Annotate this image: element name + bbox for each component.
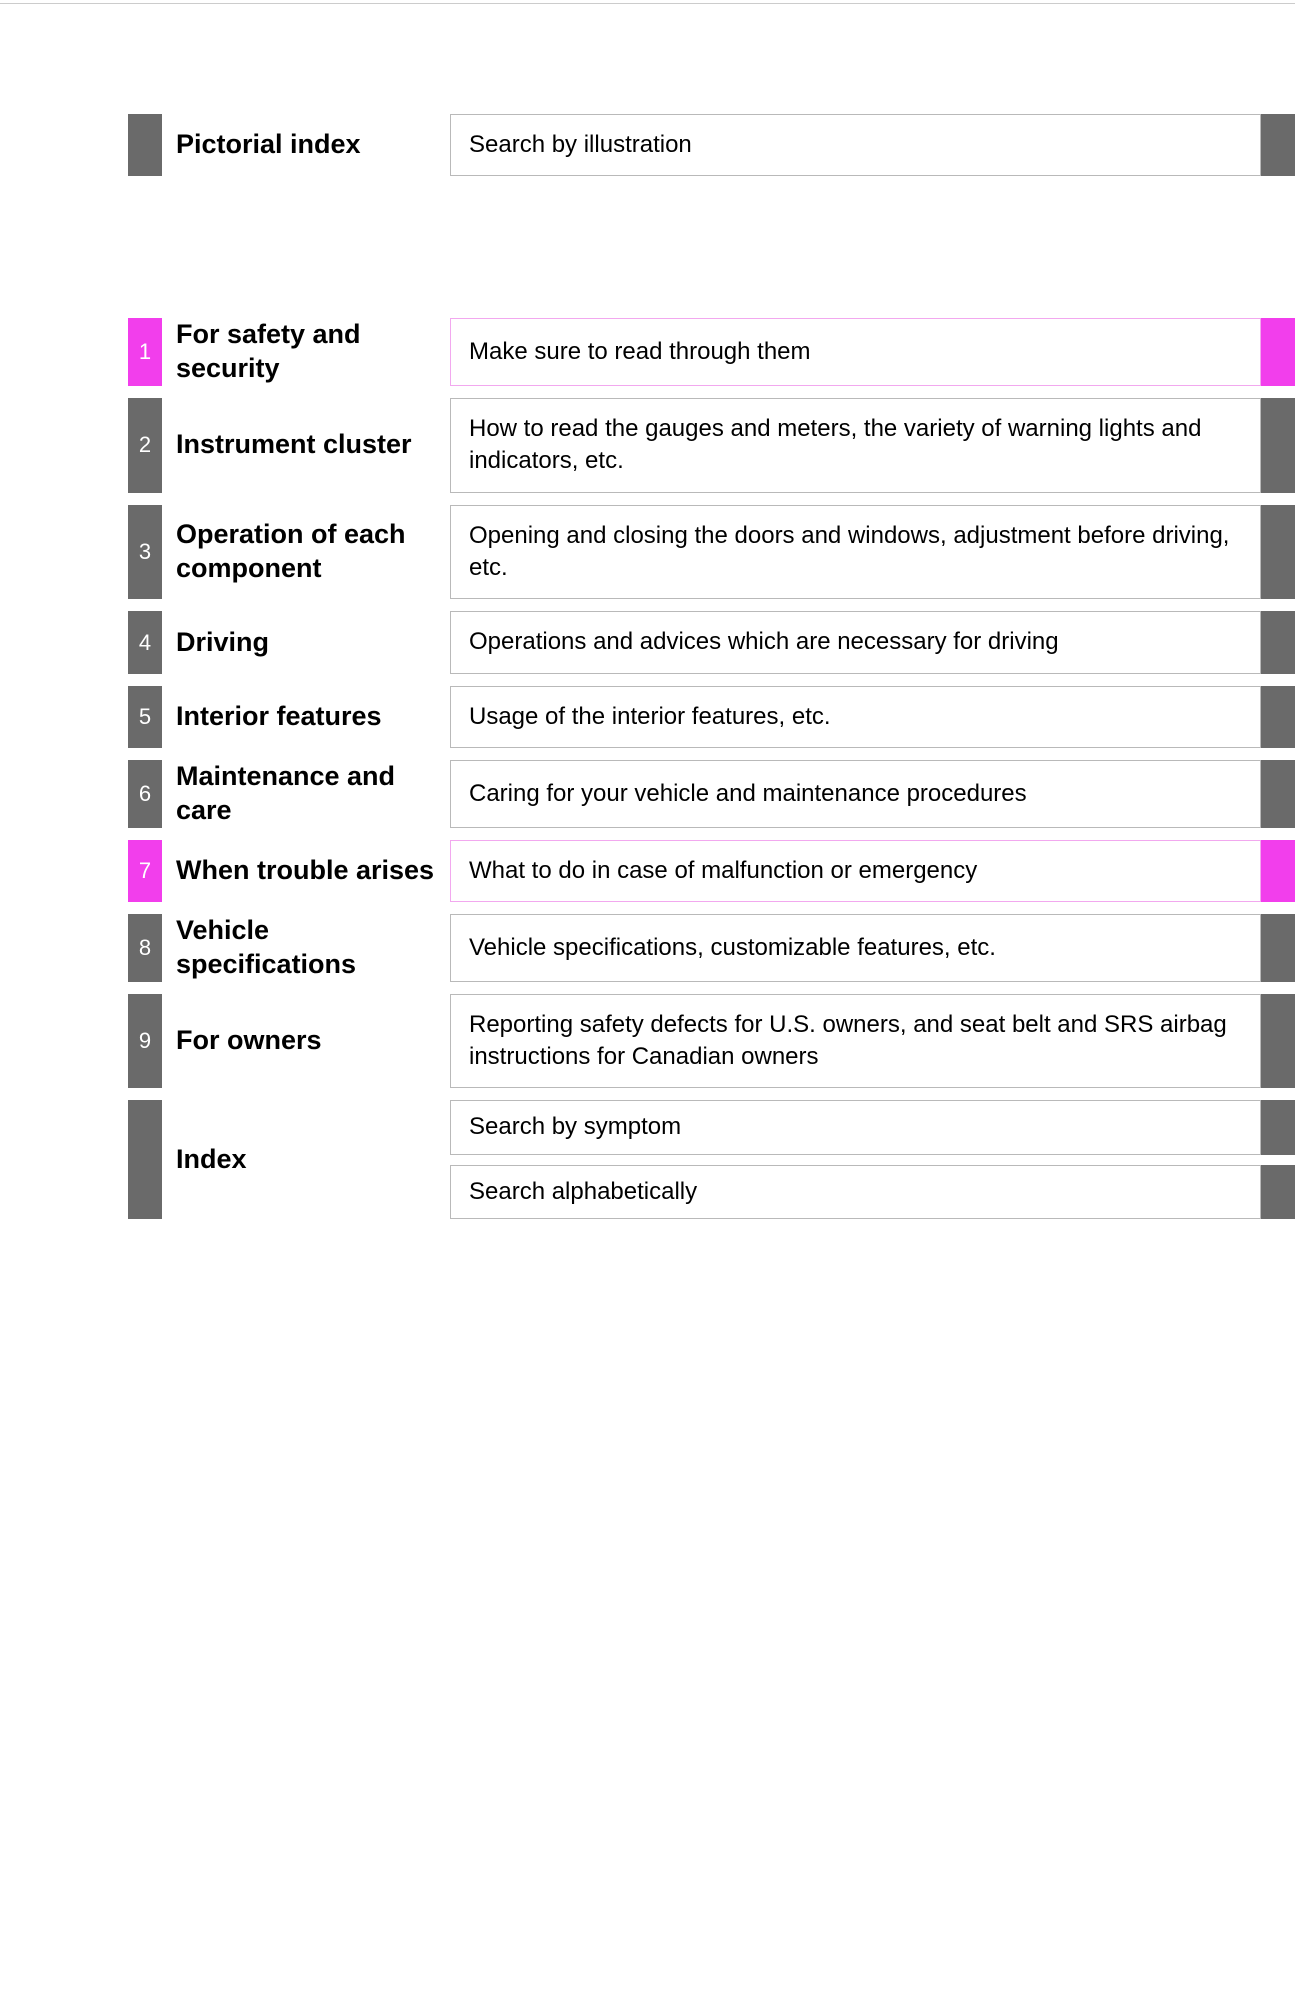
index-item-symptom[interactable]: Search by symptom bbox=[450, 1100, 1261, 1154]
chapter-number-tab: 9 bbox=[128, 994, 162, 1089]
chapter-row[interactable]: 2Instrument clusterHow to read the gauge… bbox=[128, 398, 1295, 493]
chapter-description: Reporting safety defects for U.S. owners… bbox=[450, 994, 1261, 1089]
index-stack: Search by symptom Search alphabetically bbox=[450, 1100, 1295, 1219]
chapters-list: 1For safety and securityMake sure to rea… bbox=[128, 318, 1295, 1088]
chapter-right-tab bbox=[1261, 760, 1295, 828]
chapter-title: Interior features bbox=[162, 686, 450, 748]
chapter-description: Operations and advices which are necessa… bbox=[450, 611, 1261, 673]
chapter-title: Vehicle specifications bbox=[162, 914, 450, 982]
chapter-right-tab bbox=[1261, 840, 1295, 902]
chapter-row[interactable]: 6Maintenance and careCaring for your veh… bbox=[128, 760, 1295, 828]
pictorial-right-tab bbox=[1261, 114, 1295, 176]
chapter-description: Make sure to read through them bbox=[450, 318, 1261, 386]
chapter-description: Usage of the interior features, etc. bbox=[450, 686, 1261, 748]
chapter-row[interactable]: 8Vehicle specificationsVehicle specifica… bbox=[128, 914, 1295, 982]
chapter-row[interactable]: 7When trouble arisesWhat to do in case o… bbox=[128, 840, 1295, 902]
chapter-description: Opening and closing the doors and window… bbox=[450, 505, 1261, 600]
chapter-number-tab: 5 bbox=[128, 686, 162, 748]
chapter-title: Operation of each component bbox=[162, 505, 450, 600]
toc-content: Pictorial index Search by illustration 1… bbox=[0, 4, 1295, 1219]
chapter-number-tab: 3 bbox=[128, 505, 162, 600]
chapter-right-tab bbox=[1261, 686, 1295, 748]
index-item-alpha[interactable]: Search alphabetically bbox=[450, 1165, 1261, 1219]
chapter-row[interactable]: 1For safety and securityMake sure to rea… bbox=[128, 318, 1295, 386]
chapter-title: When trouble arises bbox=[162, 840, 450, 902]
index-row[interactable]: Index Search by symptom Search alphabeti… bbox=[128, 1100, 1295, 1219]
pictorial-title: Pictorial index bbox=[162, 114, 450, 176]
pictorial-desc: Search by illustration bbox=[450, 114, 1261, 176]
chapter-title: Instrument cluster bbox=[162, 398, 450, 493]
chapter-title: Driving bbox=[162, 611, 450, 673]
chapter-number-tab: 1 bbox=[128, 318, 162, 386]
pictorial-tab bbox=[128, 114, 162, 176]
chapter-title: For owners bbox=[162, 994, 450, 1089]
chapter-row[interactable]: 9For ownersReporting safety defects for … bbox=[128, 994, 1295, 1089]
chapter-description: Vehicle specifications, customizable fea… bbox=[450, 914, 1261, 982]
chapter-number-tab: 7 bbox=[128, 840, 162, 902]
chapter-row[interactable]: 4DrivingOperations and advices which are… bbox=[128, 611, 1295, 673]
chapter-right-tab bbox=[1261, 505, 1295, 600]
chapter-title: Maintenance and care bbox=[162, 760, 450, 828]
chapter-description: Caring for your vehicle and maintenance … bbox=[450, 760, 1261, 828]
pictorial-row[interactable]: Pictorial index Search by illustration bbox=[128, 114, 1295, 176]
chapter-title: For safety and security bbox=[162, 318, 450, 386]
index-right-tab-1 bbox=[1261, 1165, 1295, 1219]
chapter-number-tab: 8 bbox=[128, 914, 162, 982]
chapter-right-tab bbox=[1261, 318, 1295, 386]
chapter-row[interactable]: 3Operation of each componentOpening and … bbox=[128, 505, 1295, 600]
chapter-number-tab: 6 bbox=[128, 760, 162, 828]
index-title: Index bbox=[162, 1100, 450, 1219]
index-tab bbox=[128, 1100, 162, 1219]
chapter-number-tab: 2 bbox=[128, 398, 162, 493]
chapter-right-tab bbox=[1261, 611, 1295, 673]
spacer bbox=[128, 188, 1295, 318]
chapter-row[interactable]: 5Interior featuresUsage of the interior … bbox=[128, 686, 1295, 748]
index-right-tab-0 bbox=[1261, 1100, 1295, 1154]
chapter-description: What to do in case of malfunction or eme… bbox=[450, 840, 1261, 902]
chapter-right-tab bbox=[1261, 914, 1295, 982]
chapter-description: How to read the gauges and meters, the v… bbox=[450, 398, 1261, 493]
chapter-right-tab bbox=[1261, 398, 1295, 493]
chapter-number-tab: 4 bbox=[128, 611, 162, 673]
chapter-right-tab bbox=[1261, 994, 1295, 1089]
